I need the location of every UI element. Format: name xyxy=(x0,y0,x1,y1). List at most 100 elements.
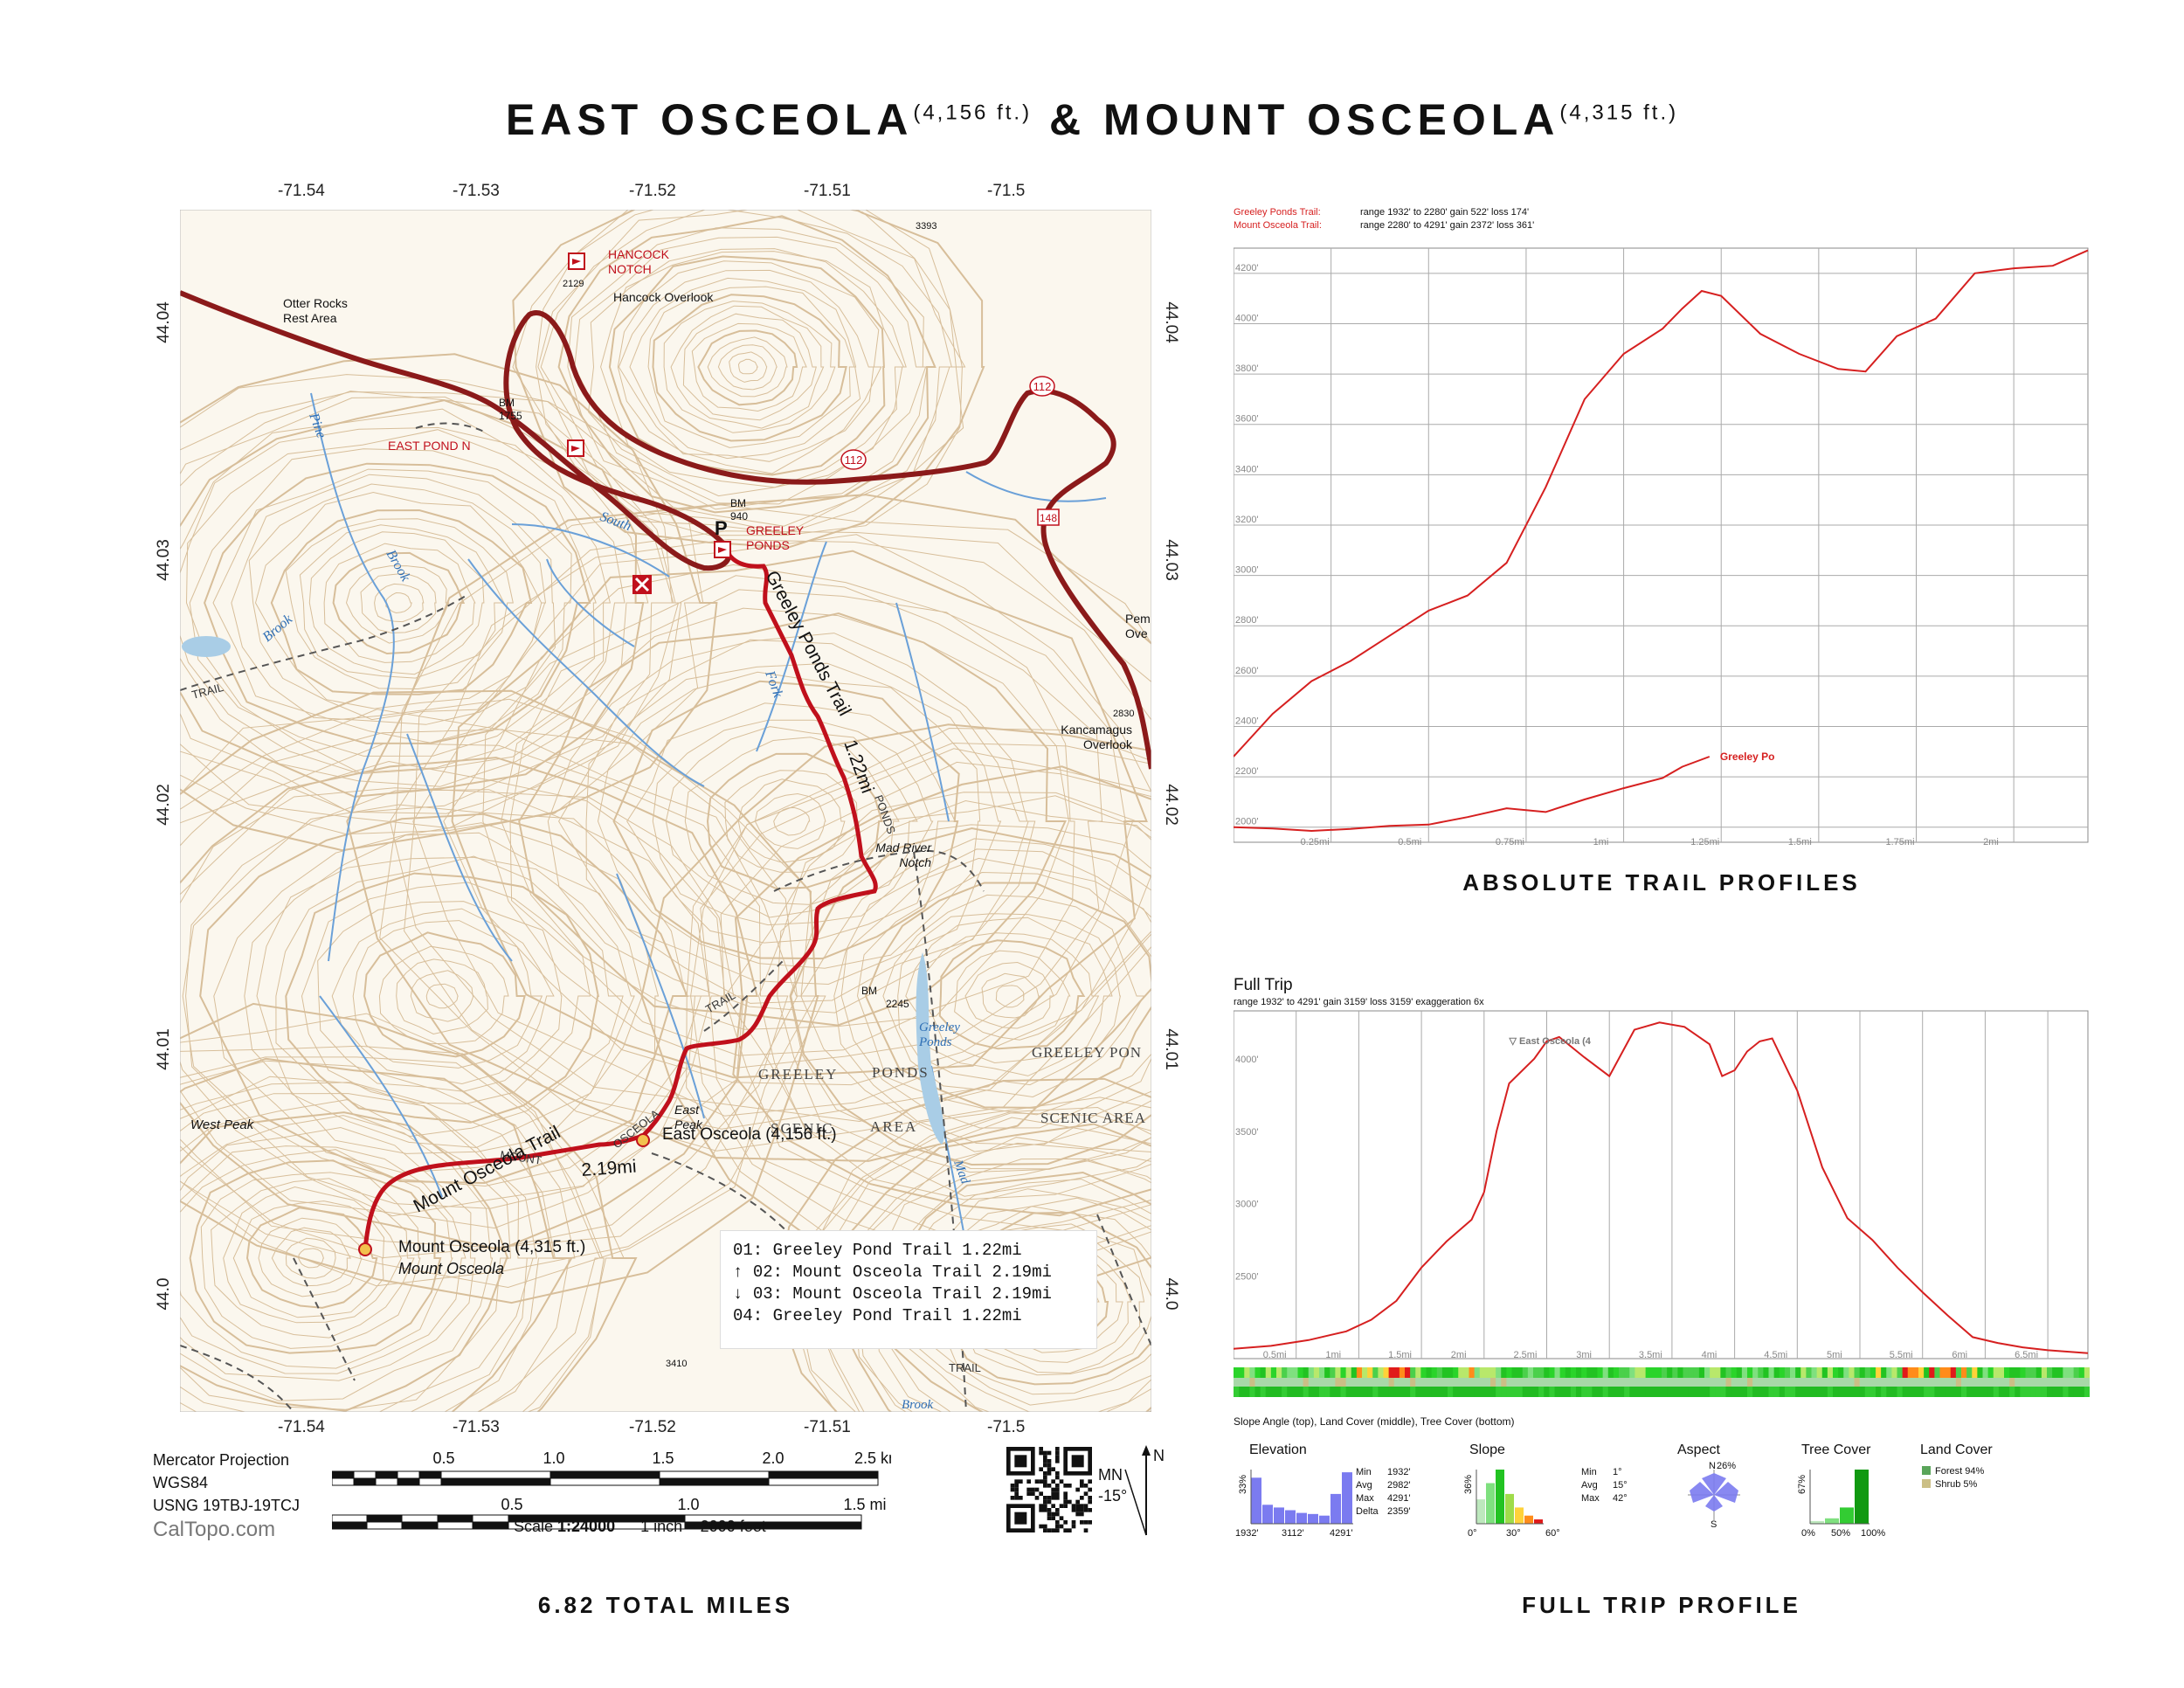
slope-band-cell xyxy=(1597,1367,1604,1378)
contour-line xyxy=(204,462,591,744)
slope-band-cell xyxy=(2068,1367,2075,1378)
contour-line xyxy=(189,448,597,757)
landcover-band-cell xyxy=(2009,1378,2015,1387)
landcover-band-cell xyxy=(1581,1378,1587,1387)
scale-prefix: Scale xyxy=(514,1518,558,1535)
treecover-band-cell xyxy=(1549,1387,1555,1397)
landcover-band-cell xyxy=(1287,1378,1293,1387)
landcover-band-cell xyxy=(1244,1378,1250,1387)
landcover-band-cell xyxy=(1982,1378,1989,1387)
absolute-profile-chart[interactable]: 4200' 4000' 3800' 3600' 3400' 3200' 3000' 2800'… xyxy=(1234,246,2090,851)
slope-x-label: 30° xyxy=(1506,1528,1521,1539)
slope-histogram xyxy=(1476,1470,1544,1525)
qr-code-icon[interactable] xyxy=(1006,1447,1092,1532)
slope-band-cell xyxy=(1704,1367,1711,1378)
slope-band-cell xyxy=(1426,1367,1433,1378)
treecover-band-cell xyxy=(1629,1387,1635,1397)
slope-band-cell xyxy=(1496,1367,1502,1378)
contour-lines xyxy=(180,210,1151,1412)
profile-line[interactable] xyxy=(1234,756,1711,833)
landcover-band-cell xyxy=(1335,1378,1341,1387)
title-peak1: EAST OSCEOLA xyxy=(505,95,914,144)
full-trip-chart[interactable]: 4000' 3500' 3000' 2500' 0.5mi 1mi 1.5mi 2mi 2.5m… xyxy=(1234,1009,2090,1367)
landcover-band-cell xyxy=(1313,1378,1320,1387)
contour-line xyxy=(995,985,1025,1008)
profile-line[interactable] xyxy=(1234,1021,2089,1354)
landcover-band-cell xyxy=(2041,1378,2048,1387)
treecover-band-cell xyxy=(2073,1387,2080,1397)
slope-band-cell xyxy=(1405,1367,1411,1378)
stat-value: 2982' xyxy=(1387,1480,1411,1491)
treecover-band-cell xyxy=(1602,1387,1609,1397)
km-segment xyxy=(375,1470,398,1479)
contour-line xyxy=(800,838,1151,1152)
contour-line xyxy=(964,961,1054,1029)
treecover-band-cell xyxy=(1474,1387,1481,1397)
treecover-band-cell xyxy=(1441,1387,1448,1397)
contour-line xyxy=(629,277,861,460)
series-stats: range 2280' to 4291' gain 2372' loss 361… xyxy=(1360,220,1535,231)
mount-osceola-marker[interactable] xyxy=(358,1242,372,1256)
treecover-band-cell xyxy=(1725,1387,1732,1397)
topo-map[interactable]: P 112 112 148 Otter Rocks Rest Area HANCO… xyxy=(180,210,1151,1412)
slope-band-cell xyxy=(1966,1367,1973,1378)
landcover-band-cell xyxy=(1511,1378,1518,1387)
scale-text: Scale 1:24000 1 inch = 2000 feet xyxy=(514,1518,766,1536)
landcover-band-cell xyxy=(1527,1378,1534,1387)
histogram-bar xyxy=(1296,1512,1307,1524)
profile-line[interactable] xyxy=(1234,249,2089,758)
right-lat-label: 44.04 xyxy=(1162,301,1180,343)
contour-line xyxy=(180,1045,605,1412)
treecover-band-cell xyxy=(1811,1387,1818,1397)
landcover-band-cell xyxy=(1239,1378,1245,1387)
slope-band-cell xyxy=(1527,1367,1534,1378)
treecover-band-cell xyxy=(1870,1387,1876,1397)
tree-cover-histogram xyxy=(1809,1470,1870,1525)
caltopo-brand[interactable]: CalTopo.com xyxy=(153,1518,276,1541)
treecover-band-cell xyxy=(1635,1387,1641,1397)
landcover-band-cell xyxy=(2015,1378,2021,1387)
contour-line xyxy=(360,572,437,633)
bottom-lon-label: -71.5 xyxy=(987,1418,1026,1436)
landcover-band-cell xyxy=(1420,1378,1427,1387)
slope-band-cell xyxy=(1565,1367,1572,1378)
aspect-s: S xyxy=(1711,1519,1717,1530)
treecover-band-cell xyxy=(1833,1387,1839,1397)
landcover-band-cell xyxy=(1934,1378,1940,1387)
east-osceola-marker[interactable] xyxy=(636,1133,650,1147)
contour-line xyxy=(536,210,964,535)
landcover-band-cell xyxy=(1265,1378,1272,1387)
contour-line xyxy=(232,1200,385,1318)
contour-line xyxy=(285,1237,336,1279)
histogram-bar xyxy=(1496,1470,1504,1524)
stat-value: 1932' xyxy=(1387,1467,1411,1477)
landcover-band-cell xyxy=(1463,1378,1469,1387)
treecover-band-cell xyxy=(1415,1387,1421,1397)
contour-line xyxy=(270,508,533,695)
treecover-band-cell xyxy=(1356,1387,1363,1397)
landcover-band-cell xyxy=(1260,1378,1267,1387)
treecover-band-cell xyxy=(1559,1387,1566,1397)
landcover-band-cell xyxy=(1490,1378,1496,1387)
mount-osceola-label: Mount Osceola (4,315 ft.) xyxy=(398,1238,585,1256)
slope-band-cell xyxy=(1501,1367,1507,1378)
bottom-lon-label: -71.52 xyxy=(629,1418,676,1436)
contour-line xyxy=(374,583,425,623)
slope-band-cell xyxy=(1891,1367,1897,1378)
landcover-band-cell xyxy=(1993,1378,2000,1387)
left-lat-label: 44.0 xyxy=(155,1277,173,1311)
landcover-band-cell xyxy=(1607,1378,1614,1387)
hiking-route[interactable] xyxy=(363,541,878,1250)
treecover-band-cell xyxy=(1924,1387,1930,1397)
treecover-band-cell xyxy=(1613,1387,1620,1397)
top-lon-label: -71.54 xyxy=(278,182,325,200)
contour-line xyxy=(404,530,1151,1130)
contour-line xyxy=(518,612,1067,1027)
left-lat-label: 44.02 xyxy=(155,784,173,826)
landcover-band-cell xyxy=(2047,1378,2053,1387)
landcover-band-cell xyxy=(1586,1378,1593,1387)
landcover-band-cell xyxy=(1431,1378,1438,1387)
profile-header-row: Mount Osceola Trail: range 2280' to 4291'… xyxy=(1234,219,1534,232)
slope-band-cell xyxy=(1945,1367,1952,1378)
slope-band-cell xyxy=(1474,1367,1481,1378)
